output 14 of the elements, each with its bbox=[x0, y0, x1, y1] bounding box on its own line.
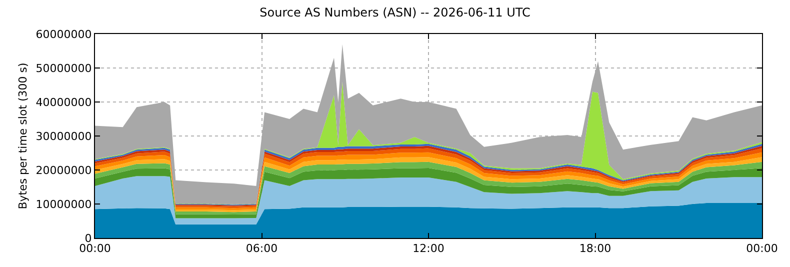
y-tick-label: 30000000 bbox=[36, 130, 92, 143]
x-tick-label: 00:00 bbox=[79, 242, 111, 256]
x-tick-label: 00:00 bbox=[746, 242, 778, 256]
y-tick-label: 0 bbox=[84, 232, 92, 245]
x-tick-label: 06:00 bbox=[246, 242, 278, 256]
y-tick-label: 10000000 bbox=[36, 198, 92, 211]
x-tick-label: 12:00 bbox=[412, 242, 444, 256]
y-tick-label: 60000000 bbox=[36, 28, 92, 41]
y-tick-label: 20000000 bbox=[36, 164, 92, 177]
y-axis-title: Bytes per time slot (300 s) bbox=[16, 62, 30, 210]
y-tick-label: 50000000 bbox=[36, 62, 92, 75]
chart-title: Source AS Numbers (ASN) -- 2026-06-11 UTC bbox=[260, 5, 530, 20]
x-tick-label: 18:00 bbox=[579, 242, 612, 256]
y-tick-label: 40000000 bbox=[36, 96, 92, 109]
